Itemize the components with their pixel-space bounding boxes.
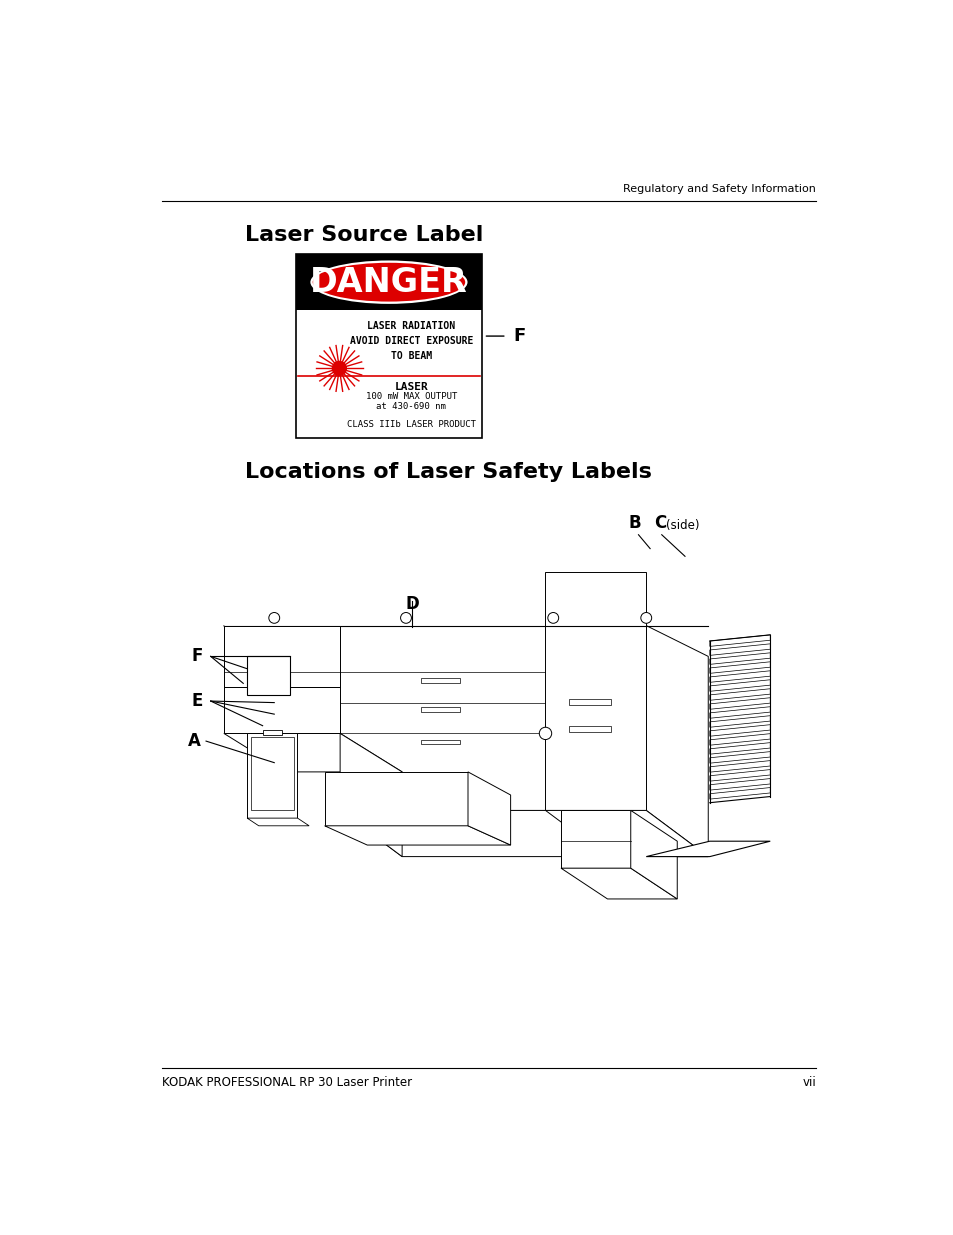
Polygon shape	[324, 772, 468, 826]
Text: D: D	[405, 595, 418, 613]
Polygon shape	[560, 868, 677, 899]
Polygon shape	[421, 708, 459, 711]
Polygon shape	[247, 734, 297, 818]
Text: Locations of Laser Safety Labels: Locations of Laser Safety Labels	[245, 462, 651, 483]
Polygon shape	[709, 742, 769, 755]
Text: E: E	[192, 692, 203, 710]
Circle shape	[640, 613, 651, 624]
Polygon shape	[709, 706, 769, 719]
Polygon shape	[645, 626, 707, 857]
Polygon shape	[709, 662, 769, 673]
Circle shape	[547, 613, 558, 624]
Polygon shape	[630, 810, 677, 899]
Polygon shape	[568, 699, 611, 705]
Polygon shape	[709, 752, 769, 763]
Text: Regulatory and Safety Information: Regulatory and Safety Information	[622, 184, 815, 194]
Polygon shape	[709, 679, 769, 692]
Polygon shape	[262, 730, 282, 735]
Circle shape	[269, 613, 279, 624]
Bar	[295, 254, 481, 310]
Text: Laser Source Label: Laser Source Label	[245, 225, 482, 246]
Polygon shape	[545, 810, 707, 857]
Text: B: B	[628, 514, 640, 531]
Text: (side): (side)	[666, 519, 700, 531]
Polygon shape	[224, 626, 340, 734]
Polygon shape	[224, 626, 340, 734]
Polygon shape	[224, 734, 402, 772]
Polygon shape	[468, 772, 510, 845]
Polygon shape	[568, 726, 611, 732]
Polygon shape	[224, 626, 340, 687]
Polygon shape	[247, 656, 290, 695]
Text: AVOID DIRECT EXPOSURE: AVOID DIRECT EXPOSURE	[349, 336, 473, 346]
Text: F: F	[513, 327, 525, 345]
Text: CLASS IIIb LASER PRODUCT: CLASS IIIb LASER PRODUCT	[346, 420, 476, 429]
Polygon shape	[709, 725, 769, 736]
Text: LASER RADIATION: LASER RADIATION	[367, 321, 455, 331]
Text: A: A	[188, 732, 200, 750]
Polygon shape	[560, 810, 630, 868]
Text: DANGER: DANGER	[310, 266, 467, 299]
Polygon shape	[709, 689, 769, 700]
Polygon shape	[709, 734, 769, 745]
Polygon shape	[709, 635, 769, 646]
Text: 100 mW MAX OUTPUT: 100 mW MAX OUTPUT	[365, 393, 456, 401]
Polygon shape	[421, 678, 459, 683]
Polygon shape	[340, 734, 402, 857]
Text: vii: vii	[801, 1076, 815, 1089]
Bar	[295, 254, 481, 437]
Polygon shape	[709, 761, 769, 772]
Text: LASER: LASER	[394, 382, 428, 391]
Polygon shape	[340, 810, 707, 857]
Polygon shape	[709, 698, 769, 709]
Polygon shape	[645, 841, 769, 857]
Polygon shape	[709, 653, 769, 664]
Polygon shape	[709, 671, 769, 682]
Circle shape	[332, 362, 346, 375]
Polygon shape	[709, 716, 769, 727]
Text: C: C	[654, 514, 665, 531]
Polygon shape	[709, 643, 769, 656]
Ellipse shape	[310, 261, 467, 304]
Text: F: F	[192, 647, 203, 666]
Polygon shape	[251, 737, 294, 810]
Polygon shape	[545, 572, 645, 810]
Polygon shape	[709, 769, 769, 782]
Text: KODAK PROFESSIONAL RP 30 Laser Printer: KODAK PROFESSIONAL RP 30 Laser Printer	[162, 1076, 412, 1089]
Ellipse shape	[313, 263, 465, 301]
Circle shape	[400, 613, 411, 624]
Polygon shape	[421, 740, 459, 745]
Circle shape	[538, 727, 551, 740]
Text: TO BEAM: TO BEAM	[391, 352, 432, 362]
Polygon shape	[709, 788, 769, 799]
Polygon shape	[709, 778, 769, 790]
Text: at 430-690 nm: at 430-690 nm	[375, 401, 446, 410]
Polygon shape	[340, 626, 645, 810]
Polygon shape	[247, 818, 309, 826]
Polygon shape	[324, 826, 510, 845]
